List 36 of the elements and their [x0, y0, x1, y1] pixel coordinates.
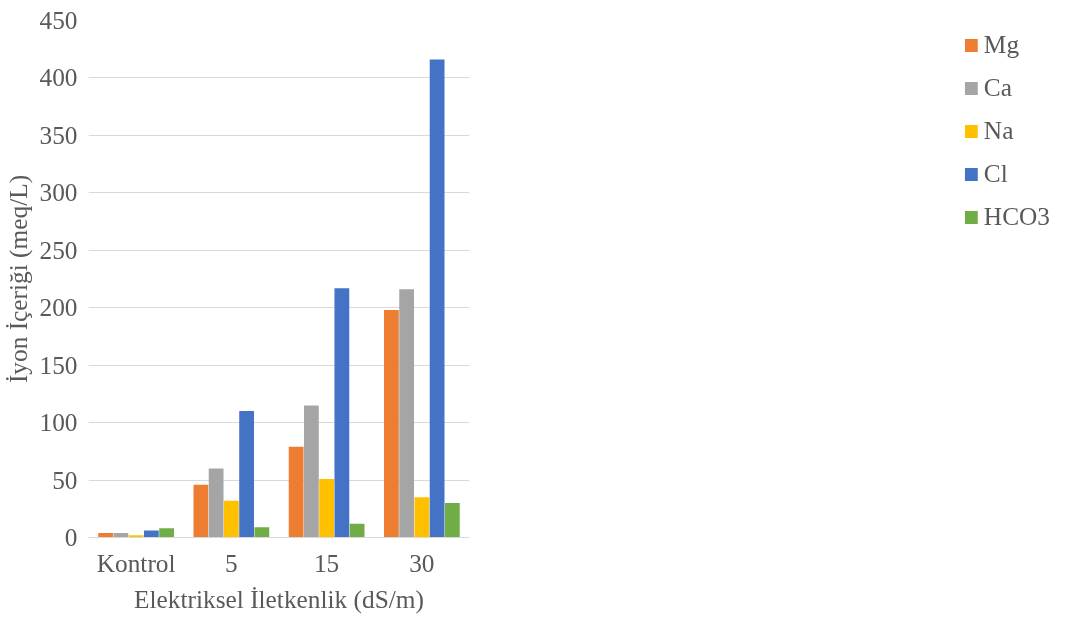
legend-label: Na	[983, 116, 1014, 145]
y-tick-label: 0	[64, 523, 78, 551]
x-tick-label: 15	[313, 548, 340, 577]
legend-label: Cl	[983, 159, 1008, 188]
y-tick-label: 250	[39, 235, 78, 264]
bar	[303, 405, 319, 538]
bar	[429, 59, 445, 538]
y-tick-label: 200	[39, 293, 78, 322]
y-tick-label: 300	[39, 178, 78, 207]
x-tick-label: 30	[409, 548, 435, 577]
y-tick-label: 450	[39, 6, 78, 34]
y-tick-label: 50	[52, 465, 78, 494]
x-tick-label: Kontrol	[96, 548, 176, 577]
bar	[384, 310, 399, 538]
bar	[334, 288, 350, 538]
bar	[223, 500, 239, 538]
bar	[319, 478, 335, 538]
y-tick-label: 100	[39, 408, 78, 437]
legend-label: HCO3	[983, 202, 1050, 231]
y-tick-label: 150	[39, 350, 78, 379]
bar	[254, 527, 270, 538]
bar	[399, 289, 415, 538]
bar	[208, 468, 224, 538]
x-axis-title: Elektriksel İletkenlik (dS/m)	[134, 584, 424, 614]
y-tick-label: 400	[39, 63, 78, 92]
legend-label: Ca	[983, 73, 1012, 102]
legend-label: Mg	[983, 30, 1020, 59]
bar	[444, 503, 460, 538]
bar	[288, 446, 304, 538]
bar	[193, 484, 209, 538]
x-tick-label: 5	[225, 548, 238, 577]
bar	[239, 411, 255, 538]
y-axis-title: İyon İçeriği (meq/L)	[3, 174, 33, 384]
bar	[159, 528, 174, 538]
y-tick-label: 350	[39, 120, 78, 149]
bar	[414, 497, 430, 538]
